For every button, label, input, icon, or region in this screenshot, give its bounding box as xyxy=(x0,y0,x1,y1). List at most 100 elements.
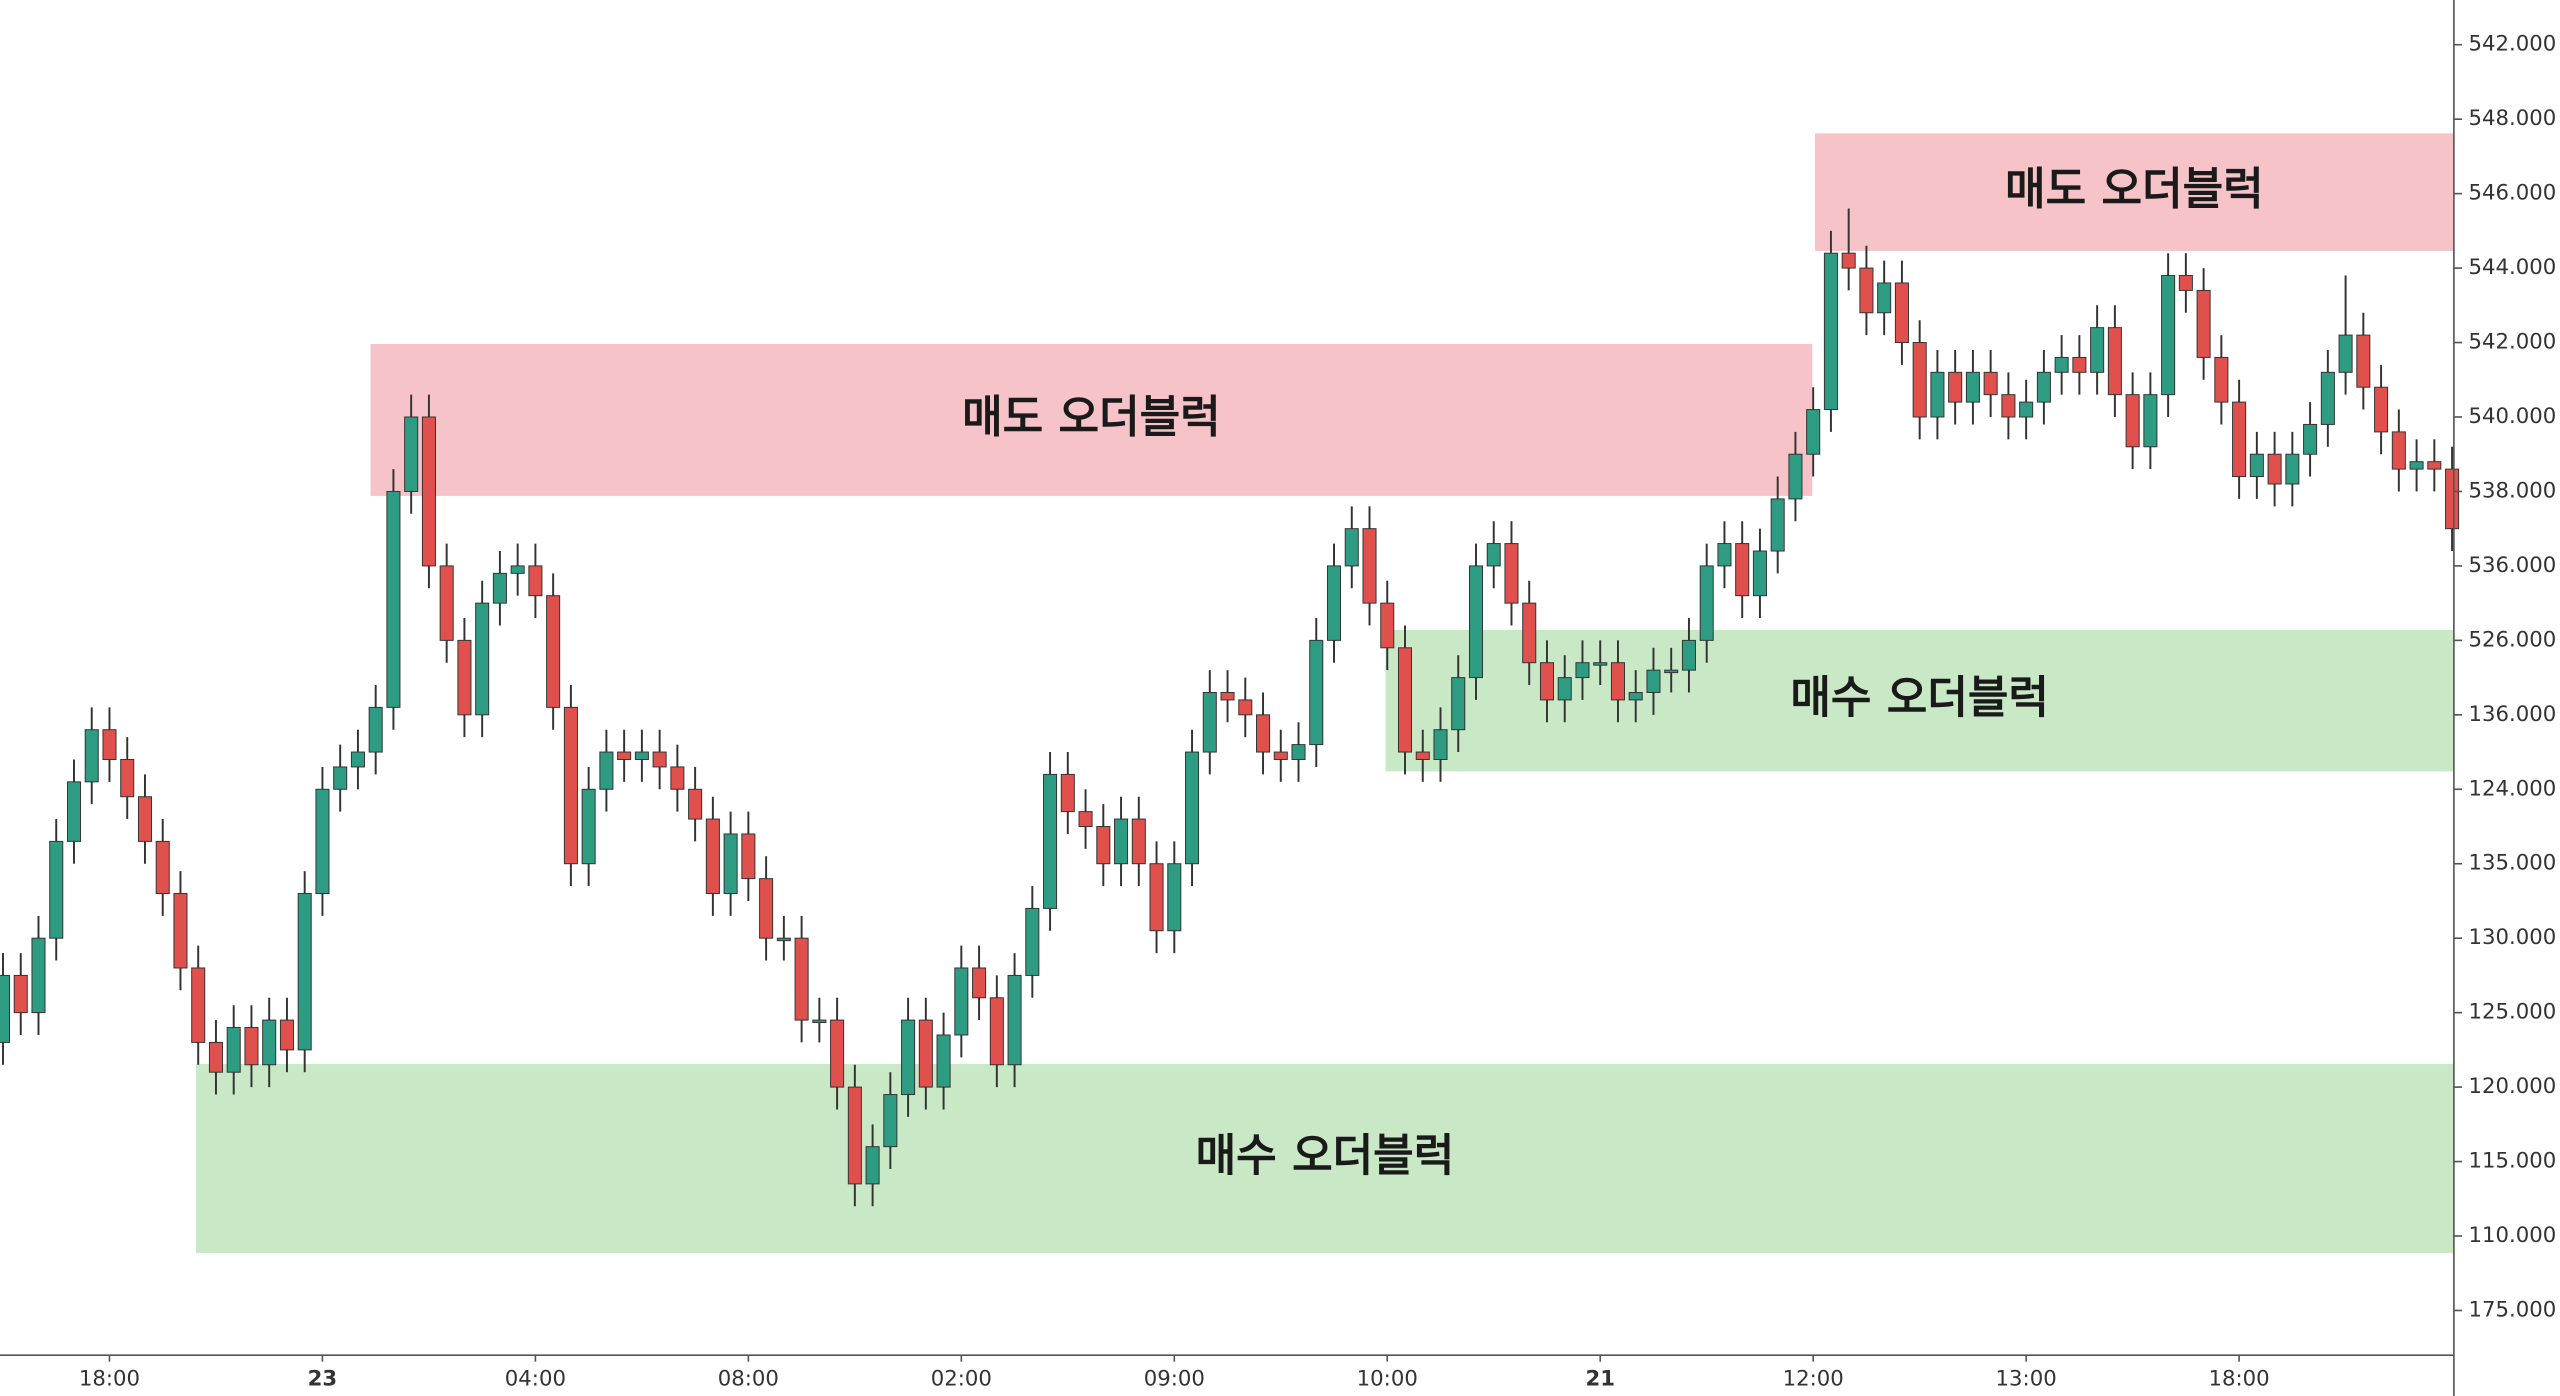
candle-body xyxy=(1983,371,1998,396)
y-tick-label: 538.000 xyxy=(2469,478,2557,503)
candle-body xyxy=(439,565,454,641)
zone-label: 매도 오더블럭 xyxy=(2005,164,2264,215)
y-tick-label: 124.000 xyxy=(2469,776,2557,801)
candle-body xyxy=(315,788,330,895)
candle-body xyxy=(1575,662,1590,679)
candle-body xyxy=(1114,818,1129,865)
candle-body xyxy=(1646,669,1661,693)
candle-body xyxy=(1752,550,1767,597)
candle-body xyxy=(546,595,561,708)
x-tick-label: 04:00 xyxy=(505,1367,566,1392)
candle-body xyxy=(1912,342,1927,418)
y-tick-label: 110.000 xyxy=(2469,1223,2557,1248)
y-tick-label: 115.000 xyxy=(2469,1149,2557,1174)
candle-body xyxy=(1965,371,1980,403)
candle-body xyxy=(1078,811,1093,827)
candles xyxy=(0,208,2460,1207)
candle-body xyxy=(84,729,99,783)
candle-body xyxy=(1397,647,1413,753)
y-tick-label: 536.000 xyxy=(2469,553,2557,578)
candle-body xyxy=(333,766,348,790)
candle-body xyxy=(2178,275,2193,291)
candle-body xyxy=(2409,461,2424,470)
candle-body xyxy=(1344,528,1359,567)
candle-body xyxy=(49,840,64,939)
candle-body xyxy=(386,490,401,708)
candle-body xyxy=(599,751,614,790)
candle-body xyxy=(66,781,82,842)
x-tick-label: 23 xyxy=(308,1367,338,1392)
x-tick-label: 18:00 xyxy=(79,1367,140,1392)
candle-body xyxy=(1522,602,1537,664)
y-tick-label: 135.000 xyxy=(2469,851,2557,876)
candle-body xyxy=(1096,826,1111,865)
candle-body xyxy=(2107,327,2122,396)
candle-body xyxy=(794,937,809,1021)
y-tick-label: 120.000 xyxy=(2469,1074,2557,1099)
candle-body xyxy=(1877,282,1892,314)
candle-body xyxy=(262,1019,277,1066)
candle-body xyxy=(404,416,419,492)
candle-body xyxy=(1060,773,1075,813)
candle-body xyxy=(2267,453,2282,485)
zones xyxy=(196,133,2454,1254)
candle-body xyxy=(421,416,436,567)
order-block-zone xyxy=(1814,133,2454,251)
y-tick-label: 136.000 xyxy=(2469,702,2557,727)
candle-body xyxy=(244,1027,259,1066)
candle-body xyxy=(723,833,738,895)
candle-body xyxy=(1770,498,1785,552)
x-tick-label: 10:00 xyxy=(1357,1367,1418,1392)
x-tick-label: 18:00 xyxy=(2209,1367,2270,1392)
zone-label: 매수 오더블럭 xyxy=(1196,1131,1455,1182)
y-tick-label: 540.000 xyxy=(2469,404,2557,429)
candle-body xyxy=(2445,468,2460,530)
candle-body xyxy=(1894,282,1909,344)
candle-body xyxy=(1948,371,1963,403)
candle-body xyxy=(2001,394,2016,418)
candle-body xyxy=(1273,751,1288,760)
candle-body xyxy=(670,766,685,790)
order-block-zone xyxy=(370,344,1813,496)
candle-body xyxy=(2391,431,2406,470)
candle-body xyxy=(1451,677,1466,731)
y-tick-label: 548.000 xyxy=(2469,106,2557,131)
candle-body xyxy=(102,729,117,760)
candle-body xyxy=(1681,639,1696,671)
candle-body xyxy=(1823,252,1838,411)
candle-body xyxy=(2054,356,2069,373)
candle-body xyxy=(137,796,152,842)
zone-label: 매수 오더블럭 xyxy=(1790,673,2049,724)
candle-body xyxy=(13,974,28,1014)
candle-body xyxy=(1167,863,1182,932)
candle-body xyxy=(759,878,774,939)
candle-body xyxy=(634,751,649,760)
candle-body xyxy=(2125,394,2140,448)
candle-body xyxy=(1025,907,1040,976)
candle-body xyxy=(1593,662,1608,666)
candle-body xyxy=(1043,773,1058,909)
candle-body xyxy=(2090,327,2105,373)
candle-body xyxy=(1309,639,1324,746)
candle-body xyxy=(510,565,525,574)
candle-body xyxy=(1380,602,1395,649)
candle-body xyxy=(31,937,46,1014)
candle-body xyxy=(2232,401,2247,478)
candle-body xyxy=(1841,252,1856,269)
candle-body xyxy=(581,788,596,865)
candle-body xyxy=(936,1034,951,1088)
y-tick-label: 542.000 xyxy=(2469,32,2557,57)
candle-body xyxy=(1202,691,1217,753)
candle-body xyxy=(2427,461,2442,470)
candle-body xyxy=(2036,371,2051,403)
candle-body xyxy=(2356,334,2371,388)
candle-body xyxy=(2303,423,2318,455)
x-tick-label: 13:00 xyxy=(1996,1367,2057,1392)
order-block-zone xyxy=(196,1064,2454,1254)
candle-body xyxy=(830,1019,845,1088)
candle-body xyxy=(1326,565,1342,641)
candle-body xyxy=(2285,453,2300,485)
candle-body xyxy=(1468,565,1484,679)
candle-body xyxy=(1930,371,1945,418)
